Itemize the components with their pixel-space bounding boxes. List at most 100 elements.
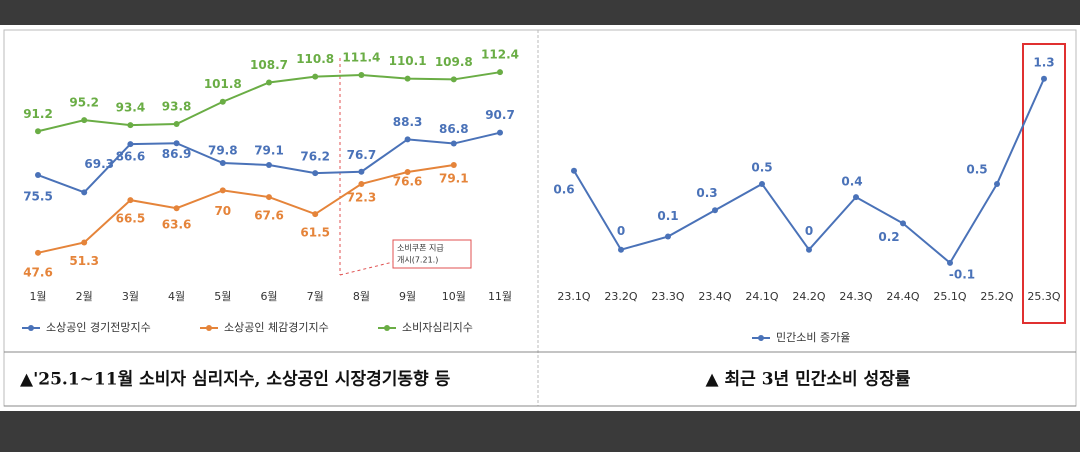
value-label: 79.1 [254, 144, 284, 158]
point [358, 168, 365, 175]
x-tick-label: 23.1Q [557, 290, 590, 303]
x-tick-label: 3월 [122, 290, 139, 303]
point [173, 140, 180, 147]
value-label: 86.6 [116, 150, 146, 164]
value-label: 0 [617, 224, 625, 238]
value-label: 79.1 [439, 172, 469, 186]
x-tick-label: 8월 [353, 290, 370, 303]
value-label: 110.1 [389, 54, 427, 68]
value-label: 0.5 [966, 162, 987, 176]
point [219, 160, 226, 167]
value-label: 0.5 [751, 160, 772, 174]
point [1041, 75, 1047, 82]
legend-dot [384, 325, 390, 331]
point [900, 220, 906, 227]
x-tick-label: 23.2Q [604, 290, 637, 303]
point [571, 167, 577, 174]
value-label: 69.3 [84, 157, 114, 171]
value-label: 67.6 [254, 209, 284, 223]
value-label: 93.8 [162, 100, 192, 114]
point [853, 194, 859, 201]
x-tick-label: 1월 [29, 290, 46, 303]
x-tick-label: 25.3Q [1027, 290, 1060, 303]
legend-label: 소상공인 경기전망지수 [46, 321, 151, 334]
value-label: 76.2 [300, 150, 330, 164]
annotation: 소비쿠폰 지급 [397, 244, 444, 253]
x-tick-label: 6월 [260, 290, 277, 303]
point [312, 73, 319, 80]
x-tick-label: 24.1Q [745, 290, 778, 303]
value-label: 0.4 [841, 175, 862, 189]
value-label: 88.3 [393, 115, 423, 129]
top-bar [0, 0, 1080, 25]
point [404, 75, 411, 82]
x-tick-label: 25.2Q [980, 290, 1013, 303]
point [127, 197, 134, 204]
legend-dot [206, 325, 212, 331]
value-label: 66.5 [116, 212, 146, 226]
point [35, 172, 41, 179]
value-label: 70 [214, 204, 231, 218]
x-tick-label: 11월 [488, 290, 512, 303]
value-label: 63.6 [162, 218, 192, 232]
point [35, 128, 41, 135]
highlight-box [1022, 43, 1066, 324]
point [404, 136, 411, 143]
point [81, 117, 88, 124]
x-tick-label: 7월 [307, 290, 324, 303]
point [219, 187, 226, 194]
point [127, 122, 134, 129]
caption: ▲ 최근 3년 민간소비 성장률 [706, 370, 911, 390]
point [712, 207, 718, 214]
point [618, 246, 624, 253]
x-tick-label: 2월 [76, 290, 93, 303]
value-label: 112.4 [481, 48, 519, 62]
point [947, 259, 953, 266]
value-label: 61.5 [300, 226, 330, 240]
value-label: 76.7 [347, 148, 377, 162]
point [497, 69, 503, 76]
value-label: 0 [805, 224, 813, 238]
point [450, 76, 457, 83]
point [358, 71, 365, 78]
legend-label: 민간소비 증가율 [776, 331, 850, 344]
value-label: 90.7 [485, 108, 515, 122]
panel [0, 25, 1080, 411]
bottom-bar [0, 411, 1080, 452]
point [219, 98, 226, 105]
point [358, 180, 365, 187]
point [266, 79, 272, 86]
value-label: 51.3 [69, 254, 99, 268]
value-label: 110.8 [296, 52, 334, 66]
value-label: 95.2 [69, 96, 99, 110]
value-label: 0.2 [878, 230, 899, 244]
value-label: 75.5 [23, 190, 53, 204]
legend-dot [758, 335, 764, 341]
point [994, 180, 1000, 187]
legend-label: 소상공인 체감경기지수 [224, 321, 329, 334]
point [806, 246, 812, 253]
value-label: 109.8 [435, 55, 473, 69]
value-label: 1.3 [1033, 55, 1054, 69]
legend-label: 소비자심리지수 [402, 321, 473, 334]
value-label: 47.6 [23, 265, 53, 279]
value-label: 91.2 [23, 107, 53, 121]
point [173, 205, 180, 212]
point [450, 140, 457, 147]
value-label: 0.3 [696, 186, 717, 200]
annotation: 개시(7.21.) [397, 255, 438, 265]
x-tick-label: 24.4Q [886, 290, 919, 303]
value-label: 86.8 [439, 122, 469, 136]
point [404, 168, 411, 175]
x-tick-label: 25.1Q [933, 290, 966, 303]
value-label: 93.4 [116, 101, 146, 115]
x-tick-label: 10월 [442, 290, 466, 303]
value-label: 0.1 [657, 209, 678, 223]
point [312, 170, 319, 177]
point [450, 162, 457, 169]
caption: ▲'25.1~11월 소비자 심리지수, 소상공인 시장경기동향 등 [20, 369, 451, 390]
x-tick-label: 23.3Q [651, 290, 684, 303]
value-label: 101.8 [204, 77, 242, 91]
value-label: 0.6 [553, 182, 574, 196]
